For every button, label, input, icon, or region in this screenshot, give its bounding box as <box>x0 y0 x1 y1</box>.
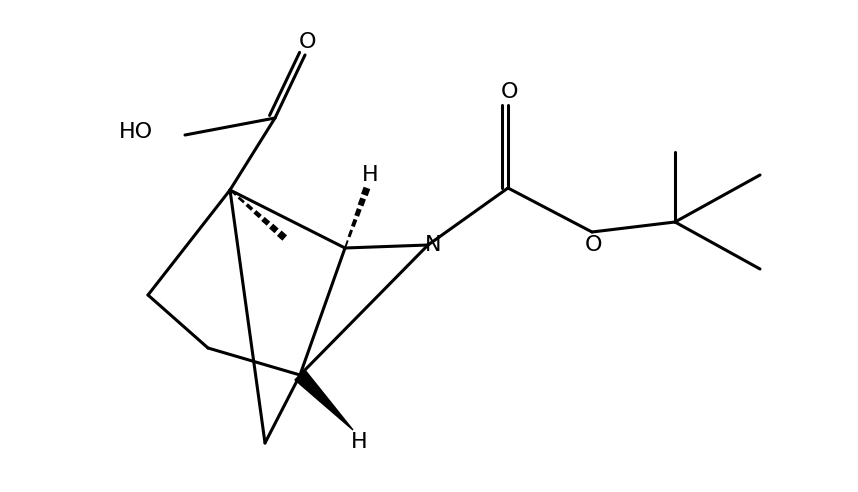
Text: HO: HO <box>119 122 153 142</box>
Text: H: H <box>351 432 367 452</box>
Text: H: H <box>362 165 378 185</box>
Text: O: O <box>585 235 603 255</box>
Text: O: O <box>501 82 519 102</box>
Text: N: N <box>425 235 441 255</box>
Text: O: O <box>299 32 317 52</box>
Polygon shape <box>295 370 353 430</box>
